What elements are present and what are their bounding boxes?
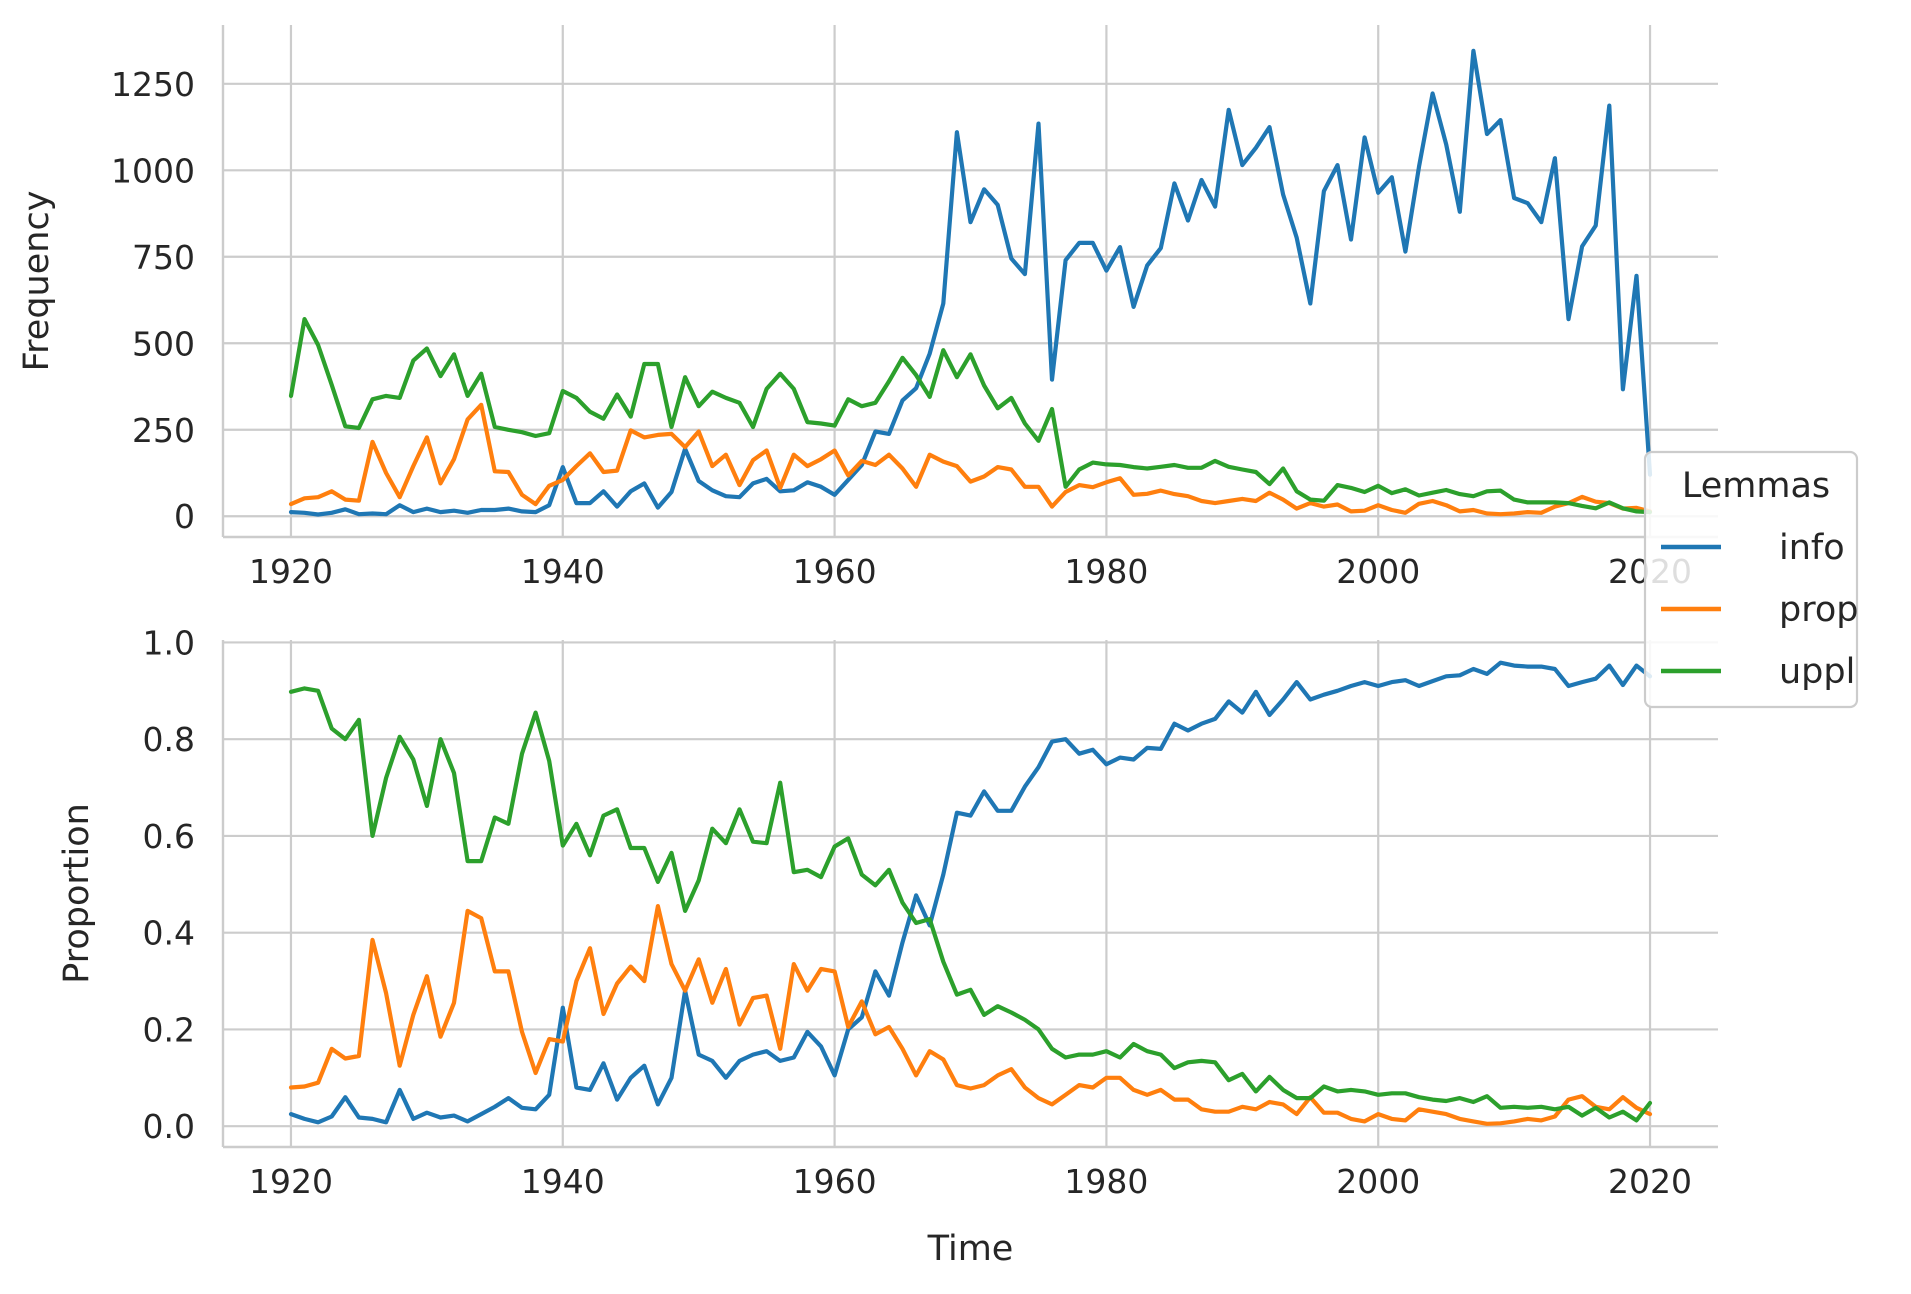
x-tick-label: 1960 xyxy=(793,552,877,591)
y-tick-label: 0.2 xyxy=(143,1010,195,1049)
x-tick-label: 1960 xyxy=(793,1162,877,1201)
legend: Lemmas info prop uppl xyxy=(1643,450,1859,709)
frequency-panel: 1920194019601980200020200250500750100012… xyxy=(17,25,1718,591)
y-axis-label: Frequency xyxy=(17,191,57,372)
y-tick-label: 1250 xyxy=(111,65,195,104)
x-tick-label: 1920 xyxy=(249,1162,333,1201)
x-tick-label: 1980 xyxy=(1064,552,1148,591)
x-tick-label: 2000 xyxy=(1336,1162,1420,1201)
y-tick-label: 0 xyxy=(174,497,195,536)
legend-label-prop: prop xyxy=(1779,590,1858,630)
legend-title: Lemmas xyxy=(1682,466,1830,506)
series-line-prop xyxy=(288,904,1653,1126)
y-axis-label: Proportion xyxy=(57,803,97,984)
y-tick-label: 250 xyxy=(132,411,195,450)
x-tick-label: 1920 xyxy=(249,552,333,591)
legend-label-uppl: uppl xyxy=(1779,652,1855,692)
x-tick-label: 2020 xyxy=(1608,1162,1692,1201)
y-tick-label: 0.6 xyxy=(143,817,195,856)
y-tick-label: 500 xyxy=(132,324,195,363)
x-tick-label: 1940 xyxy=(521,1162,605,1201)
series-line-info xyxy=(288,660,1653,1125)
x-tick-label: 2000 xyxy=(1336,552,1420,591)
y-tick-label: 0.0 xyxy=(143,1107,195,1146)
series-line-prop xyxy=(288,402,1653,517)
y-tick-label: 1000 xyxy=(111,151,195,190)
x-tick-label: 1980 xyxy=(1064,1162,1148,1201)
y-tick-label: 750 xyxy=(132,238,195,277)
y-tick-label: 0.4 xyxy=(143,914,195,953)
y-tick-label: 0.8 xyxy=(143,720,195,759)
x-axis-label: Time xyxy=(927,1229,1014,1269)
x-tick-label: 1940 xyxy=(521,552,605,591)
series-line-info xyxy=(288,48,1653,517)
proportion-panel: 1920 1940 1960 1980 2000 2020 0.0 0.2 0.4 0.6 0.8 1… xyxy=(57,623,1718,1269)
series-line-uppl xyxy=(288,686,1653,1123)
series-line-uppl xyxy=(288,317,1653,515)
legend-box xyxy=(1643,450,1859,709)
y-tick-label: 1.0 xyxy=(143,623,195,662)
legend-label-info: info xyxy=(1779,528,1845,568)
